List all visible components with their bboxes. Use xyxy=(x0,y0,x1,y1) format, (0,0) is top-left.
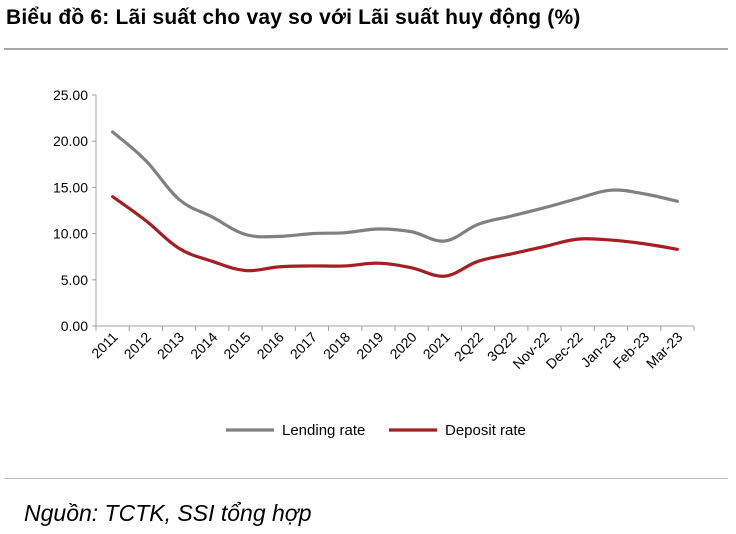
x-tick-label: 2019 xyxy=(353,329,386,362)
x-tick-label: 2021 xyxy=(420,329,453,362)
y-tick-label: 15.00 xyxy=(53,179,88,195)
series-line-lending-rate xyxy=(111,130,679,243)
x-tick-label: 2020 xyxy=(386,329,419,362)
bottom-divider xyxy=(4,478,728,479)
source-note: Nguồn: TCTK, SSI tổng hợp xyxy=(24,500,312,526)
y-tick-label: 10.00 xyxy=(53,226,88,242)
series-lines xyxy=(111,130,679,278)
x-tick-label: 2011 xyxy=(88,329,121,362)
x-tick-label: 2016 xyxy=(253,329,286,362)
x-tick-label: 2015 xyxy=(220,329,253,362)
y-tick-label: 20.00 xyxy=(53,133,88,149)
x-tick-label: Mar-23 xyxy=(643,329,686,372)
x-tick-label: 2017 xyxy=(287,329,320,362)
title-divider xyxy=(4,48,728,50)
chart-title: Biểu đồ 6: Lãi suất cho vay so với Lãi s… xyxy=(6,6,581,29)
x-tick-label: 2013 xyxy=(154,329,187,362)
series-line-deposit-rate xyxy=(111,195,679,278)
y-tick-label: 5.00 xyxy=(61,272,88,288)
x-tick-label: 2Q22 xyxy=(451,329,487,365)
legend: Lending rate Deposit rate xyxy=(226,422,526,439)
y-tick-label: 0.00 xyxy=(61,318,88,334)
y-axis-ticks: 0.00 5.00 10.00 15.00 20.00 25.00 xyxy=(53,87,96,334)
x-tick-label: 2012 xyxy=(121,329,154,362)
x-tick-label: Dec-22 xyxy=(543,329,586,372)
x-tick-label: 2014 xyxy=(187,329,220,362)
legend-label: Lending rate xyxy=(282,422,365,439)
x-tick-label: Feb-23 xyxy=(610,329,653,372)
y-tick-label: 25.00 xyxy=(53,87,88,103)
legend-label: Deposit rate xyxy=(445,422,526,439)
x-tick-label: 2018 xyxy=(320,329,353,362)
chart-panel: 0.00 5.00 10.00 15.00 20.00 25.00 2011 2012 201… xyxy=(4,50,728,476)
x-axis-ticks: 2011 2012 2013 2014 2015 2016 2017 2018 2019 2020… xyxy=(88,326,695,372)
